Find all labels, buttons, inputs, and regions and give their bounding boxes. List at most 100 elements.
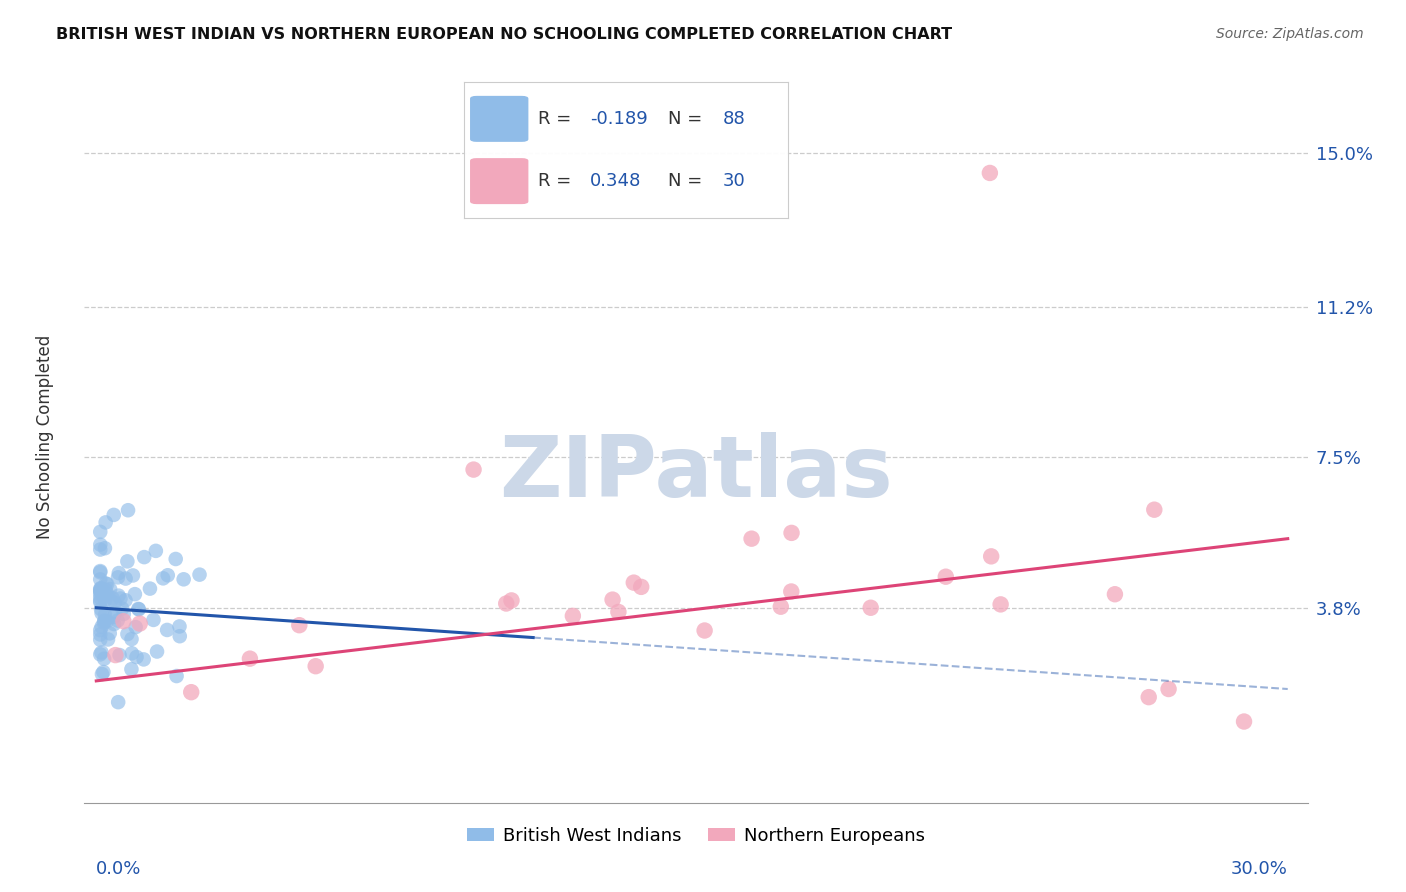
Text: ZIPatlas: ZIPatlas bbox=[499, 432, 893, 516]
Point bbox=[112, 614, 135, 628]
Point bbox=[89, 627, 111, 641]
Point bbox=[93, 665, 115, 679]
Point bbox=[188, 567, 211, 582]
Point bbox=[125, 650, 148, 665]
Point bbox=[104, 596, 127, 610]
Point bbox=[741, 532, 763, 546]
Point bbox=[139, 582, 162, 596]
Point bbox=[1233, 714, 1256, 729]
Point bbox=[104, 648, 127, 662]
Point bbox=[89, 593, 111, 607]
Point bbox=[693, 624, 716, 638]
Point bbox=[90, 602, 112, 616]
Point bbox=[107, 570, 129, 584]
Point bbox=[463, 462, 485, 476]
Point bbox=[89, 648, 111, 662]
Point bbox=[96, 586, 118, 600]
Point bbox=[112, 607, 135, 621]
Point bbox=[108, 648, 131, 662]
Point bbox=[128, 616, 150, 631]
Point bbox=[96, 614, 118, 628]
Point bbox=[98, 582, 121, 596]
Point bbox=[990, 598, 1012, 612]
Point bbox=[89, 584, 111, 599]
Point bbox=[607, 605, 630, 619]
Point bbox=[93, 615, 115, 629]
Point bbox=[94, 593, 117, 607]
Point bbox=[780, 525, 803, 540]
Point bbox=[98, 626, 121, 640]
Point bbox=[122, 568, 145, 582]
Point bbox=[89, 595, 111, 609]
Point bbox=[89, 632, 111, 647]
Point bbox=[859, 600, 882, 615]
Point bbox=[121, 646, 143, 660]
Text: 0.0%: 0.0% bbox=[96, 860, 142, 878]
Point bbox=[935, 570, 957, 584]
Point bbox=[103, 610, 125, 624]
Text: No Schooling Completed: No Schooling Completed bbox=[37, 335, 55, 539]
Point bbox=[103, 508, 125, 522]
Point bbox=[89, 542, 111, 557]
Point bbox=[117, 627, 139, 641]
Point bbox=[89, 524, 111, 539]
Point bbox=[107, 695, 129, 709]
Point bbox=[145, 544, 167, 558]
Point bbox=[94, 586, 117, 600]
Point bbox=[173, 572, 195, 586]
Point bbox=[1137, 690, 1160, 705]
Point bbox=[602, 592, 624, 607]
Point bbox=[89, 623, 111, 637]
Point bbox=[89, 564, 111, 578]
Point bbox=[134, 550, 156, 565]
Point bbox=[980, 549, 1002, 564]
Point bbox=[94, 516, 117, 530]
Point bbox=[90, 581, 112, 595]
Text: BRITISH WEST INDIAN VS NORTHERN EUROPEAN NO SCHOOLING COMPLETED CORRELATION CHAR: BRITISH WEST INDIAN VS NORTHERN EUROPEAN… bbox=[56, 27, 952, 42]
Point bbox=[114, 572, 136, 586]
Point bbox=[90, 583, 112, 598]
Point bbox=[630, 580, 652, 594]
Point bbox=[121, 632, 143, 646]
Point bbox=[103, 617, 125, 632]
Point bbox=[89, 573, 111, 587]
Point bbox=[146, 644, 169, 658]
Point bbox=[780, 584, 803, 599]
Point bbox=[90, 606, 112, 620]
Point bbox=[979, 166, 1001, 180]
Point bbox=[156, 623, 179, 637]
Point bbox=[94, 582, 117, 597]
Point bbox=[91, 667, 114, 681]
Point bbox=[561, 608, 583, 623]
Point bbox=[1157, 681, 1180, 696]
Point bbox=[127, 602, 149, 616]
Point bbox=[90, 584, 112, 599]
Text: Source: ZipAtlas.com: Source: ZipAtlas.com bbox=[1216, 27, 1364, 41]
Point bbox=[89, 591, 111, 605]
Point bbox=[90, 645, 112, 659]
Point bbox=[94, 541, 117, 556]
Point bbox=[1104, 587, 1126, 601]
Point bbox=[96, 577, 118, 591]
Text: 30.0%: 30.0% bbox=[1230, 860, 1288, 878]
Point bbox=[769, 599, 792, 614]
Point bbox=[93, 614, 115, 628]
Point bbox=[89, 587, 111, 601]
Point bbox=[152, 571, 174, 585]
Point bbox=[142, 613, 165, 627]
Point bbox=[495, 597, 517, 611]
Point bbox=[89, 538, 111, 552]
Point bbox=[111, 601, 134, 615]
Point bbox=[501, 593, 523, 607]
Point bbox=[169, 619, 191, 633]
Point bbox=[107, 614, 129, 628]
Point bbox=[89, 582, 111, 597]
Point bbox=[89, 582, 111, 596]
Point bbox=[1143, 502, 1166, 516]
Point bbox=[100, 593, 122, 607]
Point bbox=[104, 606, 127, 620]
Point bbox=[110, 591, 132, 606]
Point bbox=[101, 591, 124, 606]
Point bbox=[124, 620, 146, 634]
Point bbox=[89, 566, 111, 580]
